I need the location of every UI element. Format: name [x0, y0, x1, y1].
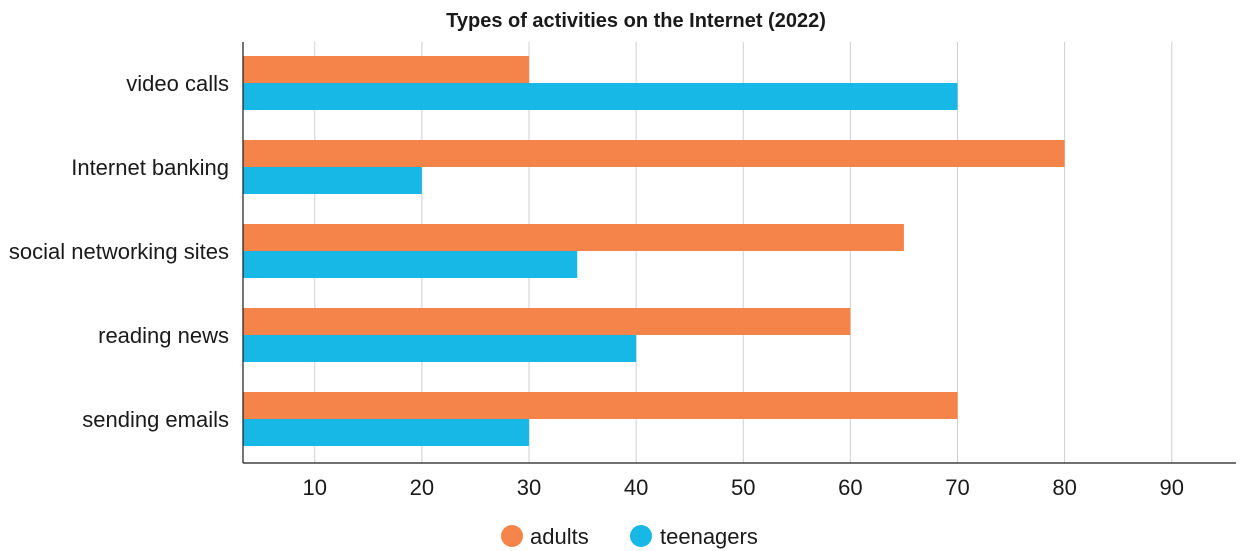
- bar-adults-internet-banking: [243, 140, 1065, 167]
- bar-adults-reading-news: [243, 308, 851, 335]
- legend-label-teenagers: teenagers: [660, 524, 758, 549]
- bar-adults-video-calls: [243, 56, 530, 83]
- bar-teenagers-video-calls: [243, 83, 958, 110]
- bar-adults-sending-emails: [243, 392, 958, 419]
- legend-label-adults: adults: [530, 524, 589, 549]
- category-label: social networking sites: [9, 239, 229, 264]
- x-tick-label: 10: [303, 475, 327, 500]
- x-tick-label: 90: [1159, 475, 1183, 500]
- bar-adults-social-networking-sites: [243, 224, 904, 251]
- x-tick-label: 20: [410, 475, 434, 500]
- category-label: reading news: [98, 323, 229, 348]
- category-label: video calls: [126, 71, 229, 96]
- bar-teenagers-sending-emails: [243, 419, 530, 446]
- legend-marker-adults: [501, 525, 523, 547]
- x-axis-ticks: 10 20 30 40 50 60 70 80 90: [303, 475, 1184, 500]
- gridlines: [314, 42, 1173, 463]
- x-tick-label: 80: [1052, 475, 1076, 500]
- x-tick-label: 40: [624, 475, 648, 500]
- x-tick-label: 60: [838, 475, 862, 500]
- chart-title: Types of activities on the Internet (202…: [446, 10, 826, 32]
- x-tick-label: 30: [517, 475, 541, 500]
- bar-teenagers-internet-banking: [243, 167, 422, 194]
- x-tick-label: 70: [945, 475, 969, 500]
- bar-teenagers-reading-news: [243, 335, 637, 362]
- x-tick-label: 50: [731, 475, 755, 500]
- category-label: Internet banking: [71, 155, 229, 180]
- legend: adults teenagers: [501, 524, 758, 549]
- category-label: sending emails: [82, 407, 229, 432]
- axes: [242, 42, 1236, 464]
- bar-teenagers-social-networking-sites: [243, 251, 578, 278]
- category-labels: video calls Internet banking social networ…: [9, 71, 229, 432]
- bars: [243, 56, 1065, 446]
- legend-marker-teenagers: [630, 525, 652, 547]
